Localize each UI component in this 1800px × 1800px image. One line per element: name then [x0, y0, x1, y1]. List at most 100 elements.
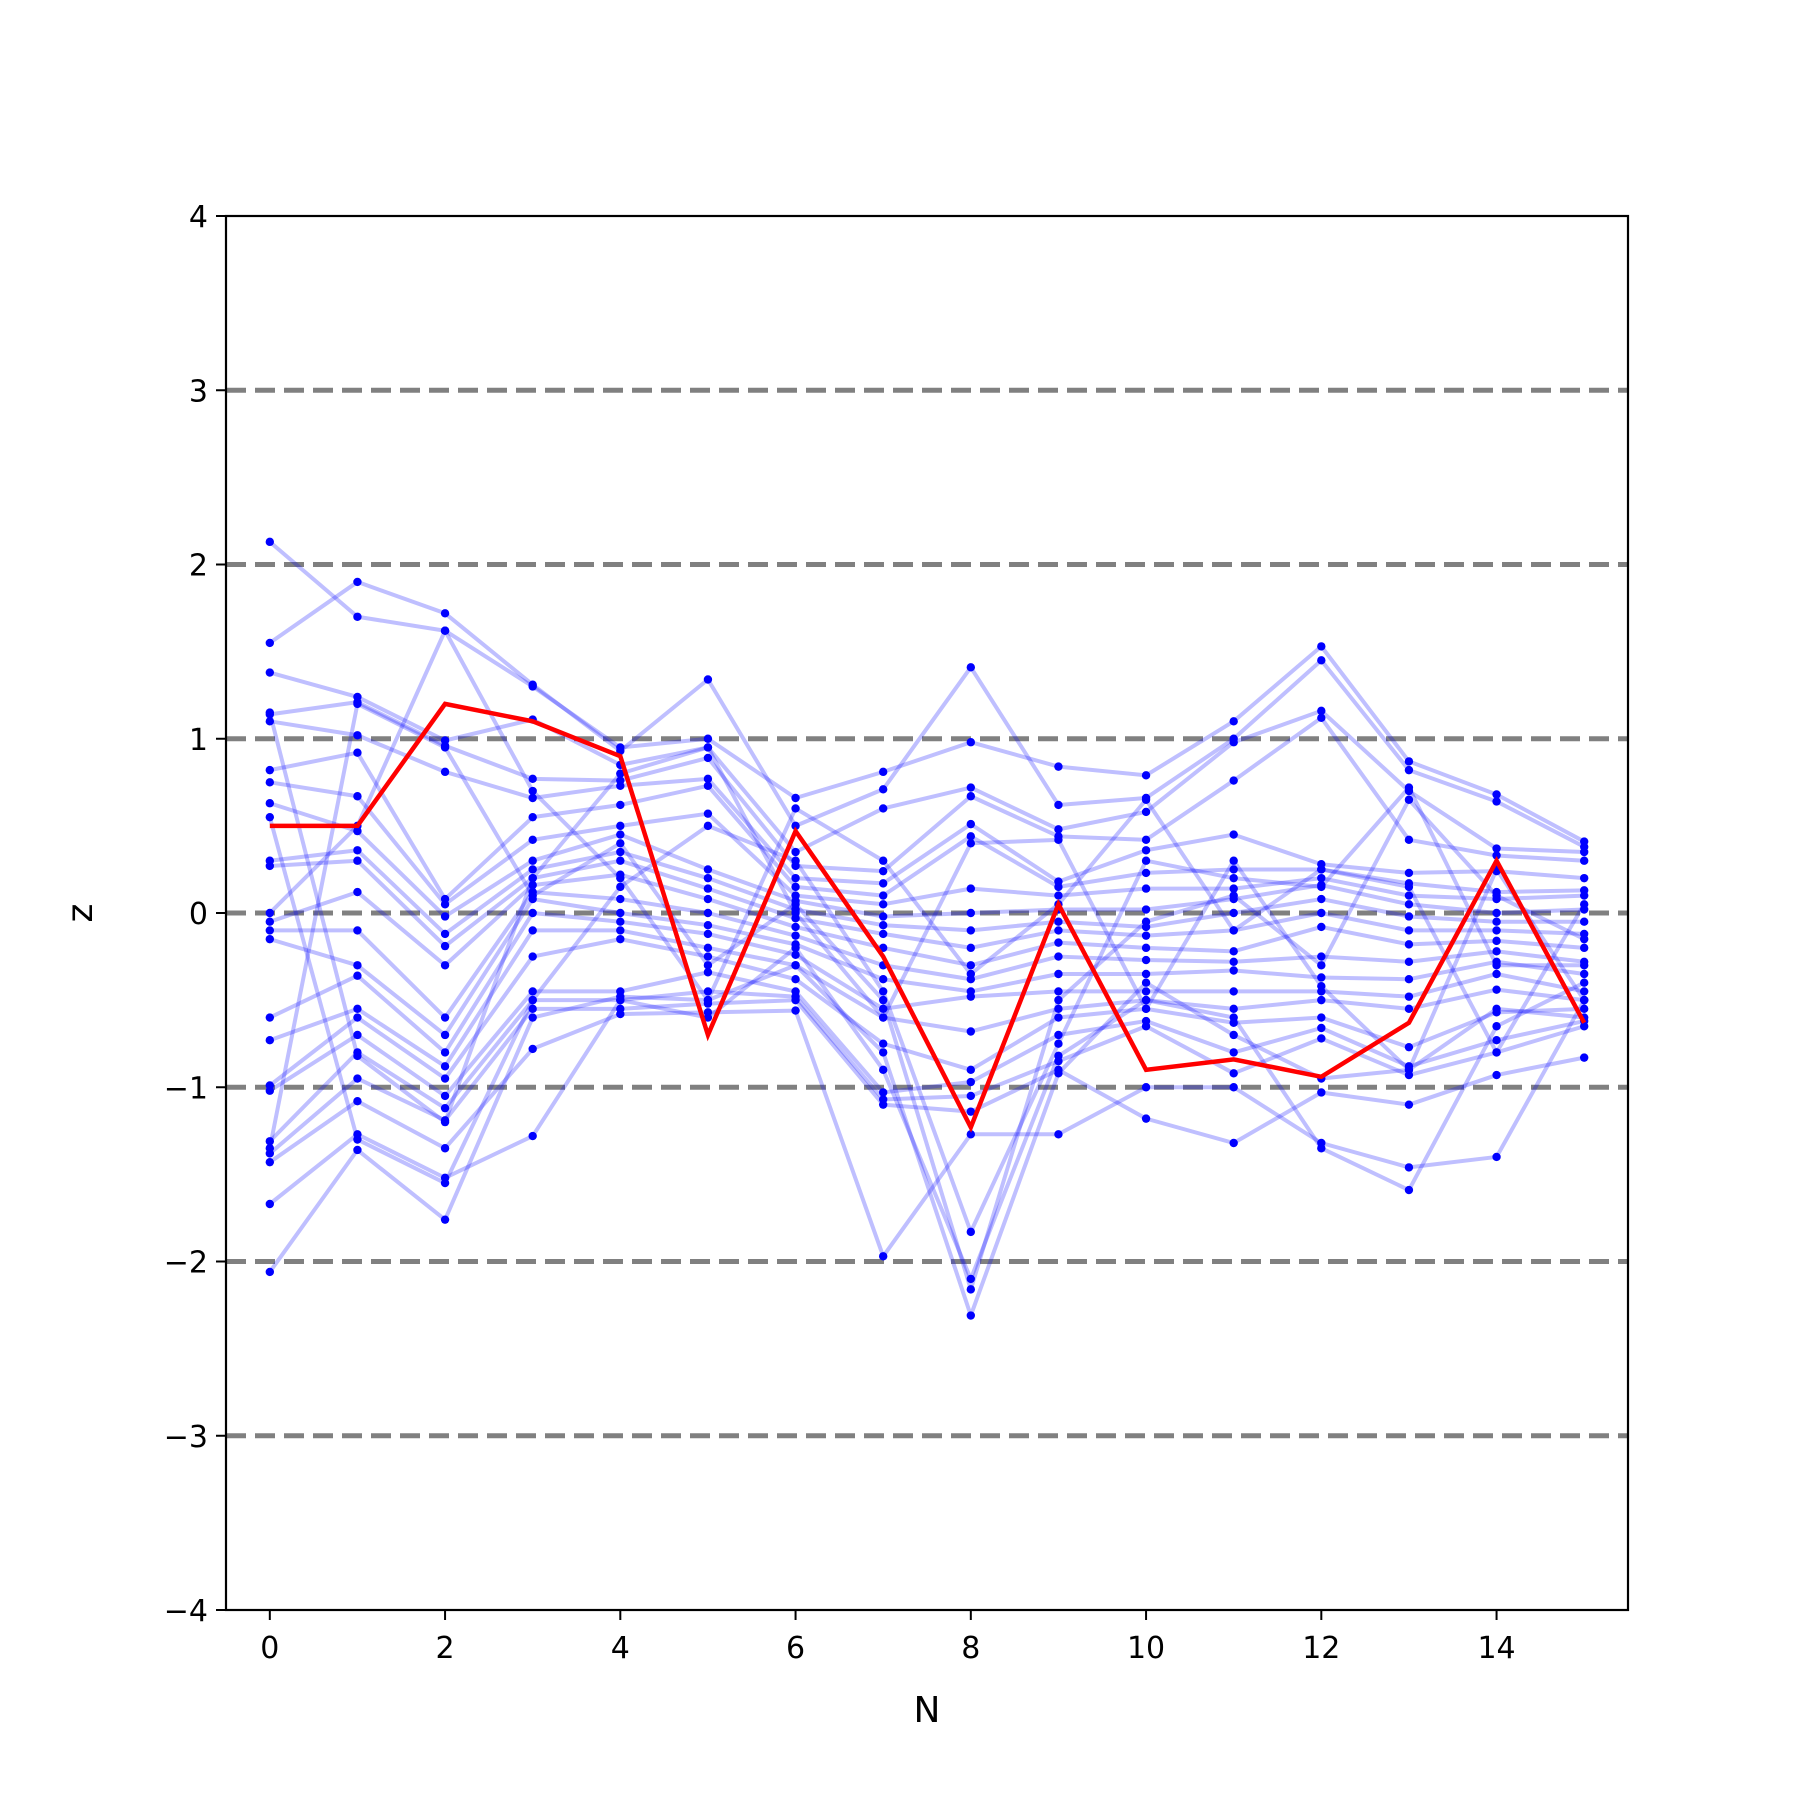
background-point-5-7: [878, 891, 888, 900]
background-point-14-0: [265, 1036, 275, 1045]
background-point-5-10: [1141, 868, 1151, 878]
background-point-18-6: [791, 995, 800, 1005]
background-point-14-9: [1054, 1004, 1063, 1014]
background-point-24-6: [791, 908, 800, 918]
background-point-11-1: [353, 926, 362, 935]
background-point-11-4: [616, 894, 625, 904]
background-point-8-9: [1054, 917, 1063, 926]
background-point-25-6: [791, 804, 800, 813]
background-point-12-7: [878, 975, 888, 984]
background-point-1-12: [1317, 656, 1326, 665]
background-point-21-4: [616, 992, 625, 1001]
x-tick-label-8: 8: [961, 1631, 980, 1666]
background-point-16-7: [878, 1088, 888, 1097]
background-point-13-4: [616, 917, 625, 926]
background-point-10-1: [353, 887, 362, 897]
background-point-23-0: [265, 1144, 275, 1153]
background-point-4-2: [440, 767, 450, 777]
background-series-line-18: [268, 998, 1585, 1155]
background-point-21-3: [528, 1013, 537, 1022]
background-point-14-5: [703, 943, 713, 953]
background-point-17-11: [1229, 1069, 1238, 1078]
background-point-5-0: [265, 765, 275, 775]
background-point-14-14: [1492, 985, 1501, 994]
background-point-23-3: [528, 891, 537, 900]
background-point-15-2: [440, 1074, 450, 1083]
background-point-20-10: [1141, 995, 1151, 1005]
background-point-5-9: [1054, 882, 1063, 892]
background-point-24-1: [353, 1051, 362, 1061]
background-point-14-12: [1317, 995, 1326, 1005]
background-point-23-10: [1141, 917, 1151, 926]
y-tick-label-4: 0: [189, 897, 208, 932]
background-series-line-1: [268, 579, 1586, 849]
background-point-3-10: [1141, 835, 1151, 845]
background-point-14-13: [1404, 1004, 1414, 1014]
background-point-2-10: [1141, 807, 1151, 817]
background-point-4-4: [616, 781, 625, 790]
background-point-4-11: [1229, 830, 1238, 839]
background-point-15-6: [791, 975, 800, 984]
background-point-3-8: [966, 792, 976, 801]
background-point-7-10: [1141, 905, 1151, 914]
background-point-1-0: [265, 638, 275, 648]
background-point-0-11: [1229, 717, 1238, 726]
background-point-5-1: [353, 748, 362, 757]
background-point-4-3: [528, 793, 537, 803]
background-point-12-12: [1317, 973, 1326, 982]
background-point-8-2: [440, 929, 450, 939]
background-point-24-8: [966, 839, 976, 848]
y-tick-label-1: −3: [164, 1420, 208, 1455]
background-point-4-13: [1404, 868, 1414, 878]
x-tick-label-12: 12: [1302, 1631, 1340, 1666]
background-point-10-12: [1317, 922, 1326, 932]
x-tick-label-4: 4: [611, 1631, 630, 1666]
background-point-13-3: [528, 908, 537, 918]
background-point-23-12: [1317, 961, 1326, 970]
background-point-13-8: [966, 992, 976, 1001]
background-point-22-14: [1492, 961, 1501, 970]
background-point-7-8: [966, 908, 976, 918]
background-point-22-7: [878, 987, 888, 996]
background-point-4-5: [703, 774, 713, 784]
background-point-11-13: [1404, 957, 1414, 966]
background-point-16-3: [528, 987, 537, 996]
background-point-17-15: [1579, 1022, 1589, 1031]
background-point-19-3: [528, 1044, 537, 1054]
background-point-13-0: [265, 1013, 275, 1022]
background-point-16-8: [966, 1077, 976, 1087]
background-point-7-0: [265, 799, 275, 808]
background-point-6-5: [703, 809, 713, 818]
background-series-line-0: [268, 540, 1586, 844]
background-point-3-15: [1579, 856, 1589, 865]
background-point-10-6: [791, 922, 800, 932]
background-point-21-1: [353, 1145, 362, 1155]
background-point-9-13: [1404, 926, 1414, 935]
background-point-7-4: [616, 830, 625, 839]
background-point-15-15: [1579, 1004, 1589, 1014]
background-point-22-6: [791, 856, 800, 865]
background-point-6-0: [265, 778, 275, 787]
background-point-1-1: [353, 577, 362, 587]
background-point-20-6: [791, 943, 800, 953]
background-point-8-8: [966, 926, 976, 935]
background-point-12-15: [1579, 969, 1589, 979]
background-point-22-5: [703, 821, 713, 831]
background-point-0-8: [966, 738, 976, 747]
background-point-1-7: [878, 785, 888, 794]
background-series-line-23: [267, 701, 1586, 1292]
background-point-0-13: [1404, 757, 1414, 766]
background-point-20-8: [966, 1274, 976, 1284]
background-point-11-11: [1229, 957, 1238, 966]
background-point-18-14: [1492, 1070, 1501, 1080]
background-point-9-0: [265, 861, 275, 871]
background-point-9-4: [616, 856, 625, 865]
background-point-9-1: [353, 856, 362, 865]
background-point-24-9: [1054, 835, 1063, 845]
background-point-14-1: [353, 1004, 362, 1014]
background-point-18-11: [1229, 1138, 1238, 1148]
background-point-16-14: [1492, 1036, 1501, 1045]
background-point-23-9: [1054, 995, 1063, 1005]
background-point-10-9: [1054, 938, 1063, 947]
background-point-15-1: [353, 1013, 362, 1022]
